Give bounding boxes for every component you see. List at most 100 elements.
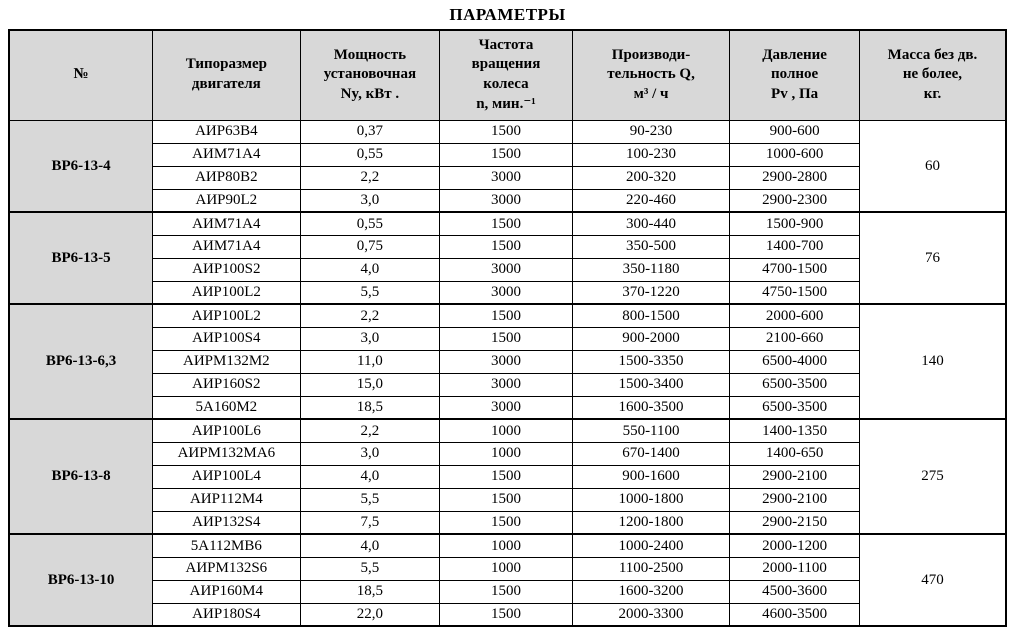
- table-body: ВР6-13-4 АИР63В4 0,37 1500 90-230 900-600 60 АИ…: [8, 119, 1007, 627]
- capacity-m3h-cell: 800-1500: [571, 303, 731, 328]
- speed-rpm-cell: 1500: [439, 464, 573, 489]
- power-kw-cell: 18,5: [299, 579, 441, 604]
- mass-cell: 140: [858, 303, 1007, 420]
- table-row: АИР160М4 18,5 1500 1600-3200 4500-3600: [9, 579, 1006, 604]
- motor-type-cell: АИР112М4: [152, 487, 301, 512]
- pressure-pa-cell: 6500-4000: [729, 349, 860, 374]
- speed-rpm-cell: 1500: [439, 303, 573, 328]
- table-row: ВР6-13-8 АИР100L6 2,2 1000 550-1100 1400-1350…: [8, 418, 1007, 535]
- motor-type-cell: АИР100S2: [152, 257, 301, 282]
- table-row: 5А160М2 18,5 3000 1600-3500 6500-3500: [9, 395, 1006, 420]
- table-row: ВР6-13-10 5А112МВ6 4,0 1000 1000-2400 2000-12…: [8, 533, 1007, 627]
- capacity-m3h-cell: 350-1180: [571, 257, 731, 282]
- capacity-m3h-cell: 1100-2500: [571, 556, 731, 581]
- motor-type-cell: АИР160S2: [152, 372, 301, 397]
- speed-rpm-cell: 3000: [439, 188, 573, 213]
- capacity-m3h-cell: 1600-3200: [571, 579, 731, 604]
- table-row: АИРМ132МА6 3,0 1000 670-1400 1400-650: [9, 441, 1006, 466]
- table-row: АИР80В2 2,2 3000 200-320 2900-2800: [9, 165, 1006, 190]
- motor-type-cell: АИР132S4: [152, 510, 301, 535]
- speed-rpm-cell: 3000: [439, 349, 573, 374]
- motor-type-cell: АИМ71А4: [152, 211, 301, 236]
- capacity-m3h-cell: 300-440: [571, 211, 731, 236]
- pressure-pa-cell: 2900-2100: [729, 487, 860, 512]
- pressure-pa-cell: 2900-2150: [729, 510, 860, 535]
- pressure-pa-cell: 2900-2100: [729, 464, 860, 489]
- table-row: АИРМ132М2 11,0 3000 1500-3350 6500-4000: [9, 349, 1006, 374]
- pressure-pa-cell: 4600-3500: [729, 602, 860, 627]
- motor-type-cell: АИР100L6: [152, 418, 301, 443]
- power-kw-cell: 4,0: [299, 533, 441, 558]
- page-title: ПАРАМЕТРЫ: [449, 5, 566, 24]
- motor-type-cell: АИР90L2: [152, 188, 301, 213]
- parameters-table: № Типоразмер двигателя Мощность установо…: [8, 29, 1007, 627]
- mass-cell: 275: [858, 418, 1007, 535]
- table-row: ВР6-13-4 АИР63В4 0,37 1500 90-230 900-600 60: [8, 119, 1007, 213]
- table-row: АИР132S4 7,5 1500 1200-1800 2900-2150: [9, 510, 1006, 535]
- capacity-m3h-cell: 370-1220: [571, 280, 731, 305]
- table-row: АИР100S2 4,0 3000 350-1180 4700-1500: [9, 257, 1006, 282]
- power-kw-cell: 4,0: [299, 464, 441, 489]
- motor-type-cell: АИМ71А4: [152, 234, 301, 259]
- table-row: ВР6-13-6,3 АИР100L2 2,2 1500 800-1500 2000-60…: [8, 303, 1007, 420]
- pressure-pa-cell: 2000-1100: [729, 556, 860, 581]
- motor-type-cell: АИР63В4: [152, 119, 301, 144]
- speed-rpm-cell: 3000: [439, 280, 573, 305]
- speed-rpm-cell: 3000: [439, 165, 573, 190]
- table-row: АИР100L2 5,5 3000 370-1220 4750-1500: [9, 280, 1006, 305]
- capacity-m3h-cell: 1500-3400: [571, 372, 731, 397]
- table-row: АИМ71А4 0,75 1500 350-500 1400-700: [9, 234, 1006, 259]
- table-row: АИР112М4 5,5 1500 1000-1800 2900-2100: [9, 487, 1006, 512]
- model-cell: ВР6-13-6,3: [8, 303, 154, 420]
- pressure-pa-cell: 6500-3500: [729, 395, 860, 420]
- power-kw-cell: 5,5: [299, 556, 441, 581]
- pressure-pa-cell: 2000-600: [729, 303, 860, 328]
- mass-cell: 470: [858, 533, 1007, 627]
- pressure-pa-cell: 1400-1350: [729, 418, 860, 443]
- speed-rpm-cell: 3000: [439, 395, 573, 420]
- motor-type-cell: 5А160М2: [152, 395, 301, 420]
- power-kw-cell: 5,5: [299, 487, 441, 512]
- power-kw-cell: 0,55: [299, 211, 441, 236]
- motor-type-cell: АИРМ132МА6: [152, 441, 301, 466]
- column-header-number: №: [8, 29, 154, 121]
- motor-type-cell: АИР100S4: [152, 326, 301, 351]
- mass-cell: 76: [858, 211, 1007, 305]
- table-row: АИМ71А4 0,55 1500 100-230 1000-600: [9, 142, 1006, 167]
- capacity-m3h-cell: 550-1100: [571, 418, 731, 443]
- power-kw-cell: 7,5: [299, 510, 441, 535]
- pressure-pa-cell: 1000-600: [729, 142, 860, 167]
- speed-rpm-cell: 1500: [439, 602, 573, 627]
- speed-rpm-cell: 1000: [439, 441, 573, 466]
- capacity-m3h-cell: 670-1400: [571, 441, 731, 466]
- speed-rpm-cell: 1000: [439, 418, 573, 443]
- capacity-m3h-cell: 1200-1800: [571, 510, 731, 535]
- table-row: АИР160S2 15,0 3000 1500-3400 6500-3500: [9, 372, 1006, 397]
- speed-rpm-cell: 1000: [439, 533, 573, 558]
- column-header-motor-type: Типоразмер двигателя: [152, 29, 301, 121]
- power-kw-cell: 2,2: [299, 418, 441, 443]
- motor-type-cell: АИР160М4: [152, 579, 301, 604]
- motor-type-cell: АИР100L2: [152, 280, 301, 305]
- capacity-m3h-cell: 1000-1800: [571, 487, 731, 512]
- power-kw-cell: 3,0: [299, 326, 441, 351]
- table-row: АИРМ132S6 5,5 1000 1100-2500 2000-1100: [9, 556, 1006, 581]
- column-header-power: Мощность установочная Ny, кВт .: [299, 29, 441, 121]
- mass-cell: 60: [858, 119, 1007, 213]
- motor-type-cell: АИР80В2: [152, 165, 301, 190]
- pressure-pa-cell: 1400-650: [729, 441, 860, 466]
- header-row: № Типоразмер двигателя Мощность установо…: [8, 29, 1007, 121]
- column-header-speed: Частота вращения колеса n, мин.⁻¹: [439, 29, 573, 121]
- capacity-m3h-cell: 90-230: [571, 119, 731, 144]
- power-kw-cell: 5,5: [299, 280, 441, 305]
- pressure-pa-cell: 2000-1200: [729, 533, 860, 558]
- pressure-pa-cell: 4750-1500: [729, 280, 860, 305]
- motor-type-cell: АИМ71А4: [152, 142, 301, 167]
- power-kw-cell: 0,37: [299, 119, 441, 144]
- capacity-m3h-cell: 900-2000: [571, 326, 731, 351]
- motor-type-cell: 5А112МВ6: [152, 533, 301, 558]
- power-kw-cell: 22,0: [299, 602, 441, 627]
- power-kw-cell: 18,5: [299, 395, 441, 420]
- power-kw-cell: 4,0: [299, 257, 441, 282]
